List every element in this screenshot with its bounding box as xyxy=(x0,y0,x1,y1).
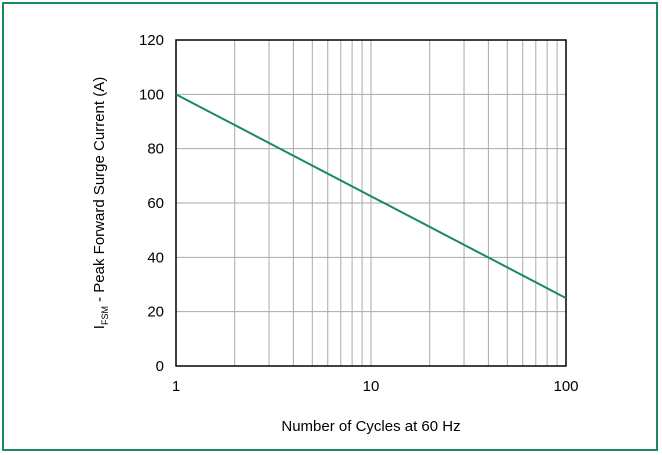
y-tick-label: 120 xyxy=(139,32,164,49)
series-layer xyxy=(175,93,567,299)
x-axis-title: Number of Cycles at 60 Hz xyxy=(281,418,460,435)
x-tick-label: 10 xyxy=(363,378,380,395)
grid-lines xyxy=(176,40,566,366)
y-tick-label: 80 xyxy=(147,141,164,158)
plot-area xyxy=(175,39,567,367)
y-axis-title: IFSM - Peak Forward Surge Current (A) xyxy=(91,77,110,329)
y-tick-label: 40 xyxy=(147,249,164,266)
y-tick-label: 20 xyxy=(147,304,164,321)
x-tick-label: 100 xyxy=(553,378,578,395)
x-axis-ticks: 1 10 100 xyxy=(172,378,579,395)
chart-frame xyxy=(2,2,658,451)
y-axis-title-subscript: FSM xyxy=(100,306,110,325)
series-line-1 xyxy=(175,93,567,299)
y-axis-ticks: 0 20 40 60 80 100 120 xyxy=(139,32,164,375)
y-tick-label: 0 xyxy=(156,358,164,375)
y-axis-title-main: I xyxy=(91,325,108,329)
x-tick-label: 1 xyxy=(172,378,180,395)
y-tick-label: 60 xyxy=(147,195,164,212)
y-axis-title-rest: - Peak Forward Surge Current (A) xyxy=(91,77,108,306)
y-tick-label: 100 xyxy=(139,86,164,103)
